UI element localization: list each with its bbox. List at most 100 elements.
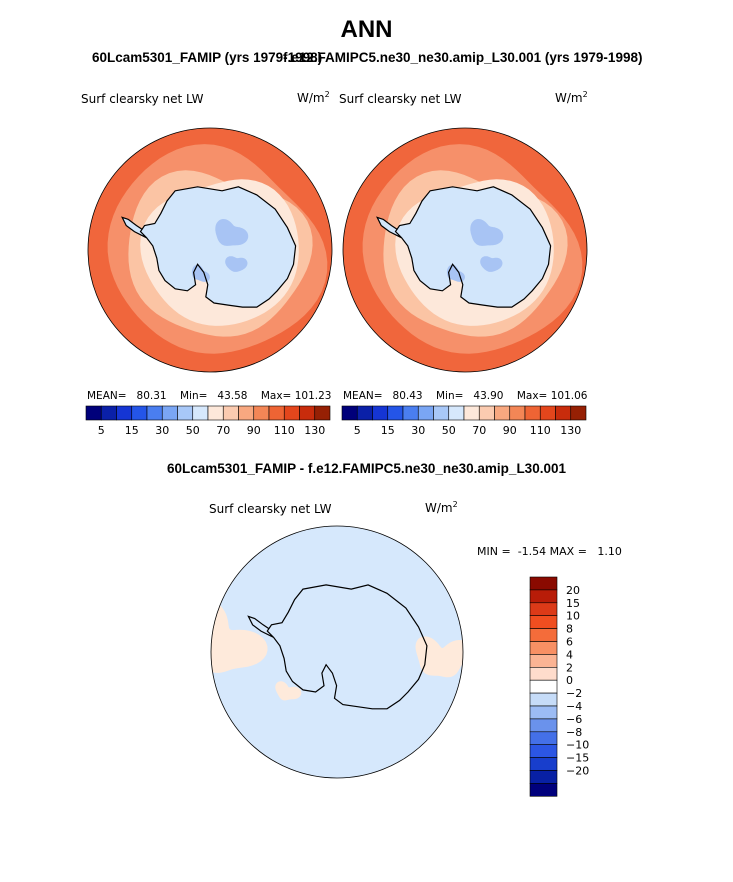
left-colorbar-swatch [253, 405, 270, 421]
difference-variable-label: Surf clearsky net LW [209, 502, 332, 516]
difference-colorbar-swatch [529, 757, 558, 771]
difference-colorbar-swatch [529, 666, 558, 681]
left-min-label: Min= [179, 390, 208, 402]
left-colorbar-tick-label: 50 [186, 424, 200, 437]
right-min-value: 43.90 [473, 390, 504, 402]
left-colorbar-swatch [238, 405, 255, 421]
right-colorbar-swatch [494, 405, 511, 421]
left-colorbar-swatch [116, 405, 133, 421]
difference-max-label: MAX = [549, 545, 587, 558]
right-colorbar: 5 15 30 50 70 90 110 130 [341, 405, 587, 437]
left-units-label: W/m2 [297, 90, 330, 105]
right-map-fill [343, 128, 587, 372]
right-colorbar-tick-label: 30 [411, 424, 425, 437]
difference-min-value: -1.54 [517, 545, 547, 558]
difference-minmax: MIN = -1.54 MAX = 1.10 [477, 545, 622, 558]
page-title: ANN [340, 16, 393, 43]
difference-colorbar-tick-label: −15 [566, 752, 589, 765]
right-mean-value: 80.43 [392, 390, 423, 402]
difference-colorbar-tick-label: 4 [566, 648, 573, 661]
difference-max-value: 1.10 [597, 545, 622, 558]
difference-colorbar-swatch [529, 718, 558, 733]
difference-colorbar-tick-label: 8 [566, 623, 573, 636]
left-colorbar: 5 15 30 50 70 90 110 130 [85, 405, 331, 437]
difference-colorbar-swatch [529, 770, 558, 784]
right-variable-label: Surf clearsky net LW [339, 92, 462, 106]
right-colorbar-swatch [570, 405, 587, 421]
difference-colorbar-swatch [529, 744, 558, 758]
right-colorbar-swatch [539, 405, 556, 421]
difference-colorbar-swatch [529, 731, 558, 745]
difference-title: 60Lcam5301_FAMIP - f.e12.FAMIPC5.ne30_ne… [167, 461, 566, 476]
left-colorbar-swatch [85, 405, 102, 421]
difference-colorbar-tick-label: −2 [566, 687, 582, 700]
difference-units-exponent: 2 [452, 500, 458, 509]
difference-colorbar-swatch [529, 692, 558, 707]
left-ice-low-2 [225, 256, 248, 272]
right-ice-sheet [377, 186, 551, 308]
right-max-label: Max= [516, 390, 548, 402]
right-ice-low-2 [480, 256, 503, 272]
right-colorbar-swatch [341, 405, 358, 421]
difference-colorbar-tick-label: −20 [566, 765, 589, 778]
difference-colorbar-tick-label: 20 [566, 584, 580, 597]
difference-positive-west [211, 601, 268, 673]
difference-positive-south [275, 681, 302, 701]
left-max-value: 101.23 [294, 390, 332, 402]
right-colorbar-tick-label: 90 [503, 424, 517, 437]
right-colorbar-swatch [555, 405, 572, 421]
right-colorbar-swatch [356, 405, 373, 421]
left-mean-value: 80.31 [136, 390, 167, 402]
difference-colorbar-swatch [529, 602, 558, 616]
left-colorbar-swatch [222, 405, 239, 421]
left-mean-label: MEAN= [87, 390, 127, 402]
right-colorbar-swatch [433, 405, 450, 421]
difference-coastline [247, 584, 428, 710]
difference-positive-east [415, 636, 463, 678]
difference-colorbar-tick-label: −4 [566, 700, 582, 713]
left-colorbar-tick-label: 110 [274, 424, 295, 437]
left-colorbar-swatch [207, 405, 224, 421]
difference-colorbar-swatch [529, 641, 558, 655]
left-colorbar-tick-label: 130 [304, 424, 325, 437]
difference-map-fill [211, 526, 463, 778]
difference-colorbar-swatch [529, 615, 558, 629]
left-coastline [121, 186, 297, 308]
right-mean-label: MEAN= [343, 390, 383, 402]
difference-colorbar-swatch [529, 705, 558, 720]
difference-colorbar-tick-label: 15 [566, 597, 580, 610]
right-polar-map [342, 127, 588, 373]
right-stats: MEAN= 80.43 Min= 43.90 Max= 101.06 [343, 390, 587, 402]
right-units-label: W/m2 [555, 90, 588, 105]
difference-colorbar-swatch [529, 783, 558, 797]
right-units-exponent: 2 [582, 90, 588, 99]
right-colorbar-swatch [417, 405, 434, 421]
left-colorbar-swatch [161, 405, 178, 421]
right-ice-low-1 [470, 219, 504, 246]
difference-colorbar-tick-label: 10 [566, 610, 580, 623]
right-min-label: Min= [435, 390, 464, 402]
left-ice-sheet [122, 186, 296, 308]
left-map-border [87, 127, 333, 373]
right-colorbar-swatch [463, 405, 480, 421]
left-colorbar-tick-label: 90 [247, 424, 261, 437]
difference-colorbar-swatch [529, 589, 558, 604]
left-colorbar-tick-label: 15 [125, 424, 139, 437]
left-colorbar-swatch [192, 405, 209, 421]
difference-colorbar-swatch [529, 628, 558, 642]
right-run-title: f.e12.FAMIPC5.ne30_ne30.amip_L30.001 (yr… [283, 50, 643, 65]
left-colorbar-tick-label: 70 [216, 424, 230, 437]
left-colorbar-tick-label: 5 [98, 424, 105, 437]
left-colorbar-swatch [314, 405, 331, 421]
left-colorbar-swatch [177, 405, 194, 421]
difference-colorbar-tick-label: 0 [566, 674, 573, 687]
difference-colorbar-tick-label: 6 [566, 636, 573, 649]
right-colorbar-tick-label: 15 [381, 424, 395, 437]
left-colorbar-swatch [283, 405, 300, 421]
left-max-label: Max= [260, 390, 292, 402]
difference-colorbar-tick-label: −8 [566, 726, 582, 739]
difference-colorbar-swatch [529, 679, 558, 694]
right-colorbar-tick-label: 70 [472, 424, 486, 437]
left-units-exponent: 2 [324, 90, 330, 99]
left-colorbar-swatch [268, 405, 285, 421]
